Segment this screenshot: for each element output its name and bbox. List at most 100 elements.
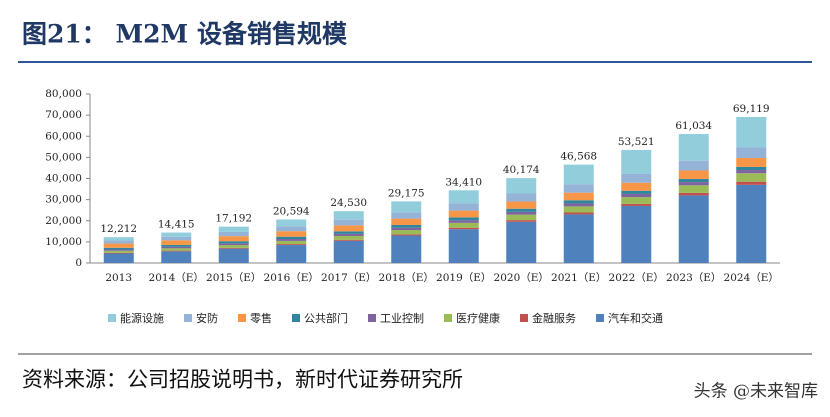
y-tick-label: 20,000 <box>45 215 82 227</box>
bar-segment <box>678 192 709 196</box>
bar-segment <box>563 200 594 204</box>
bar-segment <box>621 190 652 194</box>
bar-segment <box>276 245 307 263</box>
total-label: 53,521 <box>618 136 655 148</box>
bar-segment <box>563 184 594 193</box>
bar-segment <box>276 236 307 240</box>
bar-segment <box>333 219 364 226</box>
x-tick-label: 2024（E） <box>724 272 779 284</box>
legend-label: 汽车和交通 <box>608 311 663 325</box>
x-tick-label: 2017（E） <box>321 272 376 284</box>
bar-segment <box>621 205 652 263</box>
bar-segment <box>448 210 479 218</box>
y-tick-label: 30,000 <box>45 194 82 206</box>
total-label: 17,192 <box>215 213 252 225</box>
bar-segment <box>448 222 479 228</box>
x-tick-label: 2023（E） <box>666 272 721 284</box>
bar-segment <box>391 235 422 263</box>
x-tick-label: 2022（E） <box>609 272 664 284</box>
legend-label: 零售 <box>250 311 272 325</box>
bar-segment <box>333 240 364 263</box>
bar-segment <box>736 173 767 182</box>
bar-segment <box>333 233 364 236</box>
bar-segment <box>678 160 709 171</box>
total-label: 34,410 <box>445 176 482 188</box>
bar-segment <box>563 192 594 201</box>
legend-swatch <box>108 314 116 322</box>
x-tick-label: 2018（E） <box>379 272 434 284</box>
bar-segment <box>736 181 767 185</box>
bar-segment <box>103 243 134 248</box>
y-tick-label: 60,000 <box>45 130 82 142</box>
bar-segment <box>103 253 134 263</box>
bar-segment <box>218 241 249 244</box>
total-label: 24,530 <box>330 197 367 209</box>
bar-segment <box>391 224 422 228</box>
x-tick-label: 2021（E） <box>551 272 606 284</box>
bar-segment <box>276 226 307 232</box>
bar-segment <box>563 214 594 263</box>
bar-segment <box>736 170 767 174</box>
bar-segment <box>103 237 134 241</box>
bar-segment <box>161 240 192 245</box>
bar-segment <box>218 231 249 237</box>
bar-segment <box>506 193 537 202</box>
legend-swatch <box>596 314 604 322</box>
chart-title: 图21： M2M 设备销售规模 <box>22 20 348 49</box>
source: 资料来源：公司招股说明书，新时代证券研究所 <box>22 368 463 392</box>
bar-segment <box>103 240 134 244</box>
bar-segment <box>161 236 192 241</box>
legend-label: 金融服务 <box>532 311 576 325</box>
bar-segment <box>448 220 479 223</box>
x-tick-label: 2013 <box>105 272 132 284</box>
bar-segment <box>736 166 767 171</box>
bar-segment <box>103 250 134 253</box>
bar-segment <box>391 230 422 235</box>
y-tick-label: 50,000 <box>45 151 82 163</box>
legend-label: 能源设施 <box>120 311 164 325</box>
bar-segment <box>736 184 767 263</box>
y-tick-label: 10,000 <box>45 236 82 248</box>
legend-label: 安防 <box>196 311 218 325</box>
bar-segment <box>563 212 594 215</box>
bar-segment <box>161 250 192 252</box>
bar-segment <box>621 193 652 198</box>
total-label: 69,119 <box>733 103 770 115</box>
bar-segment <box>678 195 709 263</box>
bar-segment <box>678 185 709 193</box>
bar-segment <box>448 229 479 263</box>
bar-segment <box>563 164 594 185</box>
total-label: 46,568 <box>560 151 597 163</box>
bar-segment <box>736 147 767 159</box>
bar-segment <box>448 217 479 221</box>
total-label: 40,174 <box>503 164 540 176</box>
x-tick-label: 2016（E） <box>264 272 319 284</box>
legend-swatch <box>238 314 246 322</box>
legend-swatch <box>520 314 528 322</box>
legend-label: 公共部门 <box>304 311 348 325</box>
bar-segment <box>161 248 192 251</box>
y-tick-label: 0 <box>75 257 82 269</box>
bar-segment <box>333 235 364 240</box>
x-tick-label: 2019（E） <box>436 272 491 284</box>
watermark: 头条 @未来智库 <box>694 382 818 402</box>
legend-swatch <box>444 314 452 322</box>
y-tick-label: 80,000 <box>45 88 82 100</box>
bar-segment <box>218 245 249 248</box>
bar-segment <box>218 243 249 246</box>
bar-segment <box>218 236 249 242</box>
bar-segment <box>506 211 537 215</box>
total-label: 29,175 <box>388 187 425 199</box>
bar-segment <box>333 211 364 220</box>
bar-segment <box>448 190 479 204</box>
bar-segment <box>218 226 249 232</box>
bar-segment <box>161 246 192 249</box>
bar-segment <box>276 244 307 246</box>
bar-segment <box>103 252 134 254</box>
total-label: 61,034 <box>675 120 712 132</box>
bar-segment <box>736 116 767 148</box>
bar-segment <box>563 206 594 213</box>
bar-segment <box>391 227 422 231</box>
x-tick-label: 2015（E） <box>206 272 261 284</box>
